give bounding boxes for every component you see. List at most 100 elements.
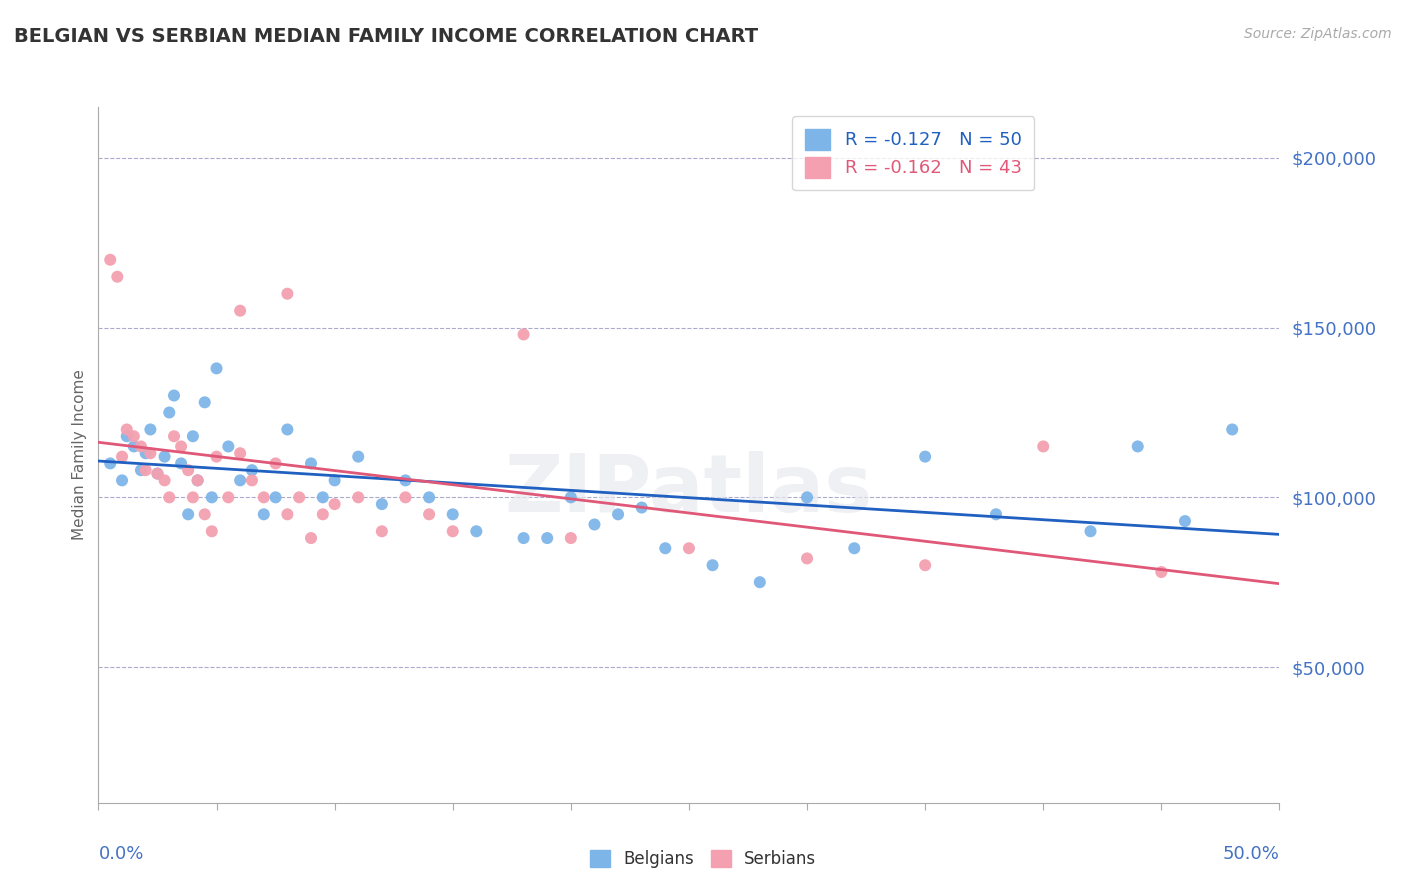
Point: [177, 508, 200, 522]
Point: [135, 446, 157, 460]
Text: Source: ZipAtlas.com: Source: ZipAtlas.com: [1244, 27, 1392, 41]
Point: [153, 474, 176, 488]
Point: [914, 450, 936, 464]
Point: [796, 551, 818, 566]
Point: [441, 508, 464, 522]
Point: [146, 467, 169, 481]
Point: [702, 558, 724, 573]
Point: [205, 361, 228, 376]
Point: [115, 422, 138, 436]
Text: BELGIAN VS SERBIAN MEDIAN FAMILY INCOME CORRELATION CHART: BELGIAN VS SERBIAN MEDIAN FAMILY INCOME …: [14, 27, 758, 45]
Point: [1032, 439, 1054, 453]
Point: [560, 531, 582, 545]
Point: [607, 508, 630, 522]
Point: [299, 531, 322, 545]
Point: [276, 508, 298, 522]
Point: [512, 327, 534, 342]
Point: [796, 491, 818, 505]
Point: [194, 508, 217, 522]
Text: ZIPatlas: ZIPatlas: [505, 450, 873, 529]
Point: [560, 491, 582, 505]
Point: [105, 269, 128, 284]
Point: [129, 463, 152, 477]
Point: [536, 531, 558, 545]
Point: [139, 446, 162, 460]
Point: [441, 524, 464, 539]
Point: [583, 517, 606, 532]
Point: [418, 508, 440, 522]
Point: [229, 446, 252, 460]
Point: [264, 491, 287, 505]
Point: [1080, 524, 1102, 539]
Point: [240, 463, 263, 477]
Point: [1220, 422, 1243, 436]
Point: [201, 524, 224, 539]
Point: [264, 457, 287, 471]
Point: [194, 395, 217, 409]
Point: [347, 450, 370, 464]
Point: [98, 252, 121, 267]
Point: [984, 508, 1007, 522]
Point: [115, 429, 138, 443]
Point: [276, 422, 298, 436]
Point: [654, 541, 676, 556]
Point: [229, 474, 252, 488]
Point: [170, 439, 193, 453]
Point: [678, 541, 700, 556]
Point: [465, 524, 488, 539]
Point: [217, 439, 239, 453]
Point: [914, 558, 936, 573]
Point: [163, 429, 186, 443]
Point: [512, 531, 534, 545]
Legend: R = -0.127   N = 50, R = -0.162   N = 43: R = -0.127 N = 50, R = -0.162 N = 43: [792, 116, 1035, 190]
Point: [748, 575, 770, 590]
Text: 0.0%: 0.0%: [98, 845, 143, 863]
Text: 50.0%: 50.0%: [1223, 845, 1279, 863]
Point: [122, 429, 145, 443]
Point: [1126, 439, 1149, 453]
Point: [157, 491, 180, 505]
Point: [276, 286, 298, 301]
Point: [323, 497, 346, 511]
Point: [139, 422, 162, 436]
Point: [98, 457, 121, 471]
Point: [323, 474, 346, 488]
Point: [288, 491, 311, 505]
Point: [299, 457, 322, 471]
Point: [146, 467, 169, 481]
Point: [630, 500, 652, 515]
Point: [181, 429, 204, 443]
Point: [177, 463, 200, 477]
Point: [1174, 514, 1197, 528]
Point: [312, 491, 335, 505]
Point: [1150, 565, 1173, 579]
Point: [187, 474, 209, 488]
Point: [201, 491, 224, 505]
Point: [312, 508, 335, 522]
Point: [163, 388, 186, 402]
Point: [205, 450, 228, 464]
Point: [394, 491, 416, 505]
Point: [371, 524, 394, 539]
Point: [229, 303, 252, 318]
Point: [253, 508, 276, 522]
Point: [844, 541, 866, 556]
Point: [347, 491, 370, 505]
Point: [418, 491, 440, 505]
Point: [181, 491, 204, 505]
Y-axis label: Median Family Income: Median Family Income: [72, 369, 87, 541]
Point: [394, 474, 416, 488]
Point: [157, 405, 180, 419]
Point: [122, 439, 145, 453]
Point: [187, 474, 209, 488]
Point: [217, 491, 239, 505]
Point: [111, 474, 134, 488]
Point: [111, 450, 134, 464]
Point: [135, 463, 157, 477]
Point: [153, 450, 176, 464]
Point: [129, 439, 152, 453]
Legend: Belgians, Serbians: Belgians, Serbians: [583, 843, 823, 875]
Point: [371, 497, 394, 511]
Point: [253, 491, 276, 505]
Point: [170, 457, 193, 471]
